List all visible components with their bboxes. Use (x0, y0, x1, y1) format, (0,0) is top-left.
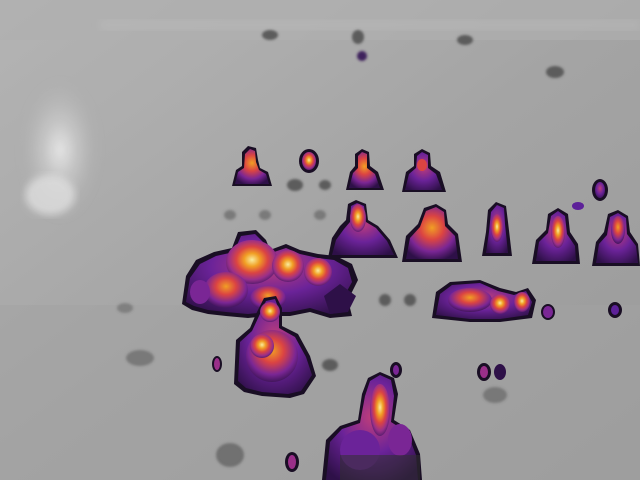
person-back-row-3 (346, 149, 384, 190)
person-back-row-2 (299, 149, 319, 173)
person-middle-row-5 (592, 210, 640, 266)
person-middle-row-4 (532, 179, 608, 264)
small-warm-spots (390, 362, 506, 381)
person-back-row-4 (402, 149, 446, 192)
person-front-left-group (182, 230, 358, 318)
person-back-row-1 (232, 146, 272, 186)
person-front-seated (212, 296, 316, 398)
person-middle-row-1 (328, 200, 398, 258)
person-middle-row-2 (402, 204, 462, 262)
person-middle-row-3 (482, 202, 512, 256)
person-foreground-bottom (285, 372, 422, 480)
person-reclining-right (432, 280, 622, 322)
ceiling-spots (117, 30, 564, 467)
